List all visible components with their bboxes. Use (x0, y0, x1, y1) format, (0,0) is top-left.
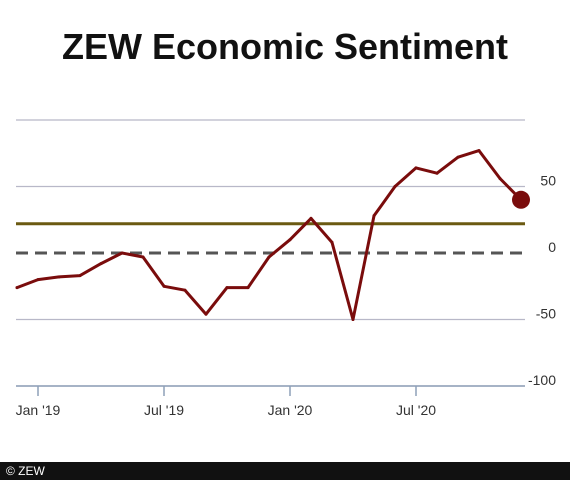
data-point (267, 255, 271, 259)
data-point (183, 288, 187, 292)
data-point (225, 286, 229, 290)
x-tick-label: Jan '19 (16, 402, 61, 418)
y-tick-label: 50 (540, 173, 556, 189)
data-point (15, 286, 19, 290)
data-point (393, 185, 397, 188)
x-tick-label: Jul '19 (144, 402, 184, 418)
data-point (309, 216, 313, 220)
chart-title: ZEW Economic Sentiment (61, 26, 509, 67)
y-tick-label: -50 (536, 306, 556, 322)
data-point (57, 275, 61, 279)
y-tick-label: -100 (528, 372, 556, 388)
line-chart: 50 0 -50 -100 Jan '19 Jul '19 Jan '20 Jul '20 (15, 119, 556, 418)
data-point (36, 278, 40, 282)
data-point (162, 284, 166, 288)
data-point (414, 166, 418, 170)
data-point (477, 149, 481, 153)
data-point (141, 255, 145, 259)
last-point-marker (512, 190, 530, 209)
data-point (288, 238, 292, 242)
data-point (78, 274, 82, 278)
data-point (330, 240, 334, 244)
data-point (204, 312, 208, 316)
data-point (120, 251, 124, 255)
data-point (435, 171, 439, 175)
data-point (351, 318, 355, 321)
data-point (246, 286, 250, 290)
data-point (99, 262, 103, 266)
copyright-footer: © ZEW (0, 462, 570, 480)
data-point (498, 177, 502, 181)
series-line (15, 149, 523, 321)
x-tick-label: Jan '20 (268, 402, 313, 418)
data-point (372, 214, 376, 218)
y-tick-label: 0 (548, 239, 556, 255)
x-tick-label: Jul '20 (396, 402, 436, 418)
data-point (456, 155, 460, 159)
